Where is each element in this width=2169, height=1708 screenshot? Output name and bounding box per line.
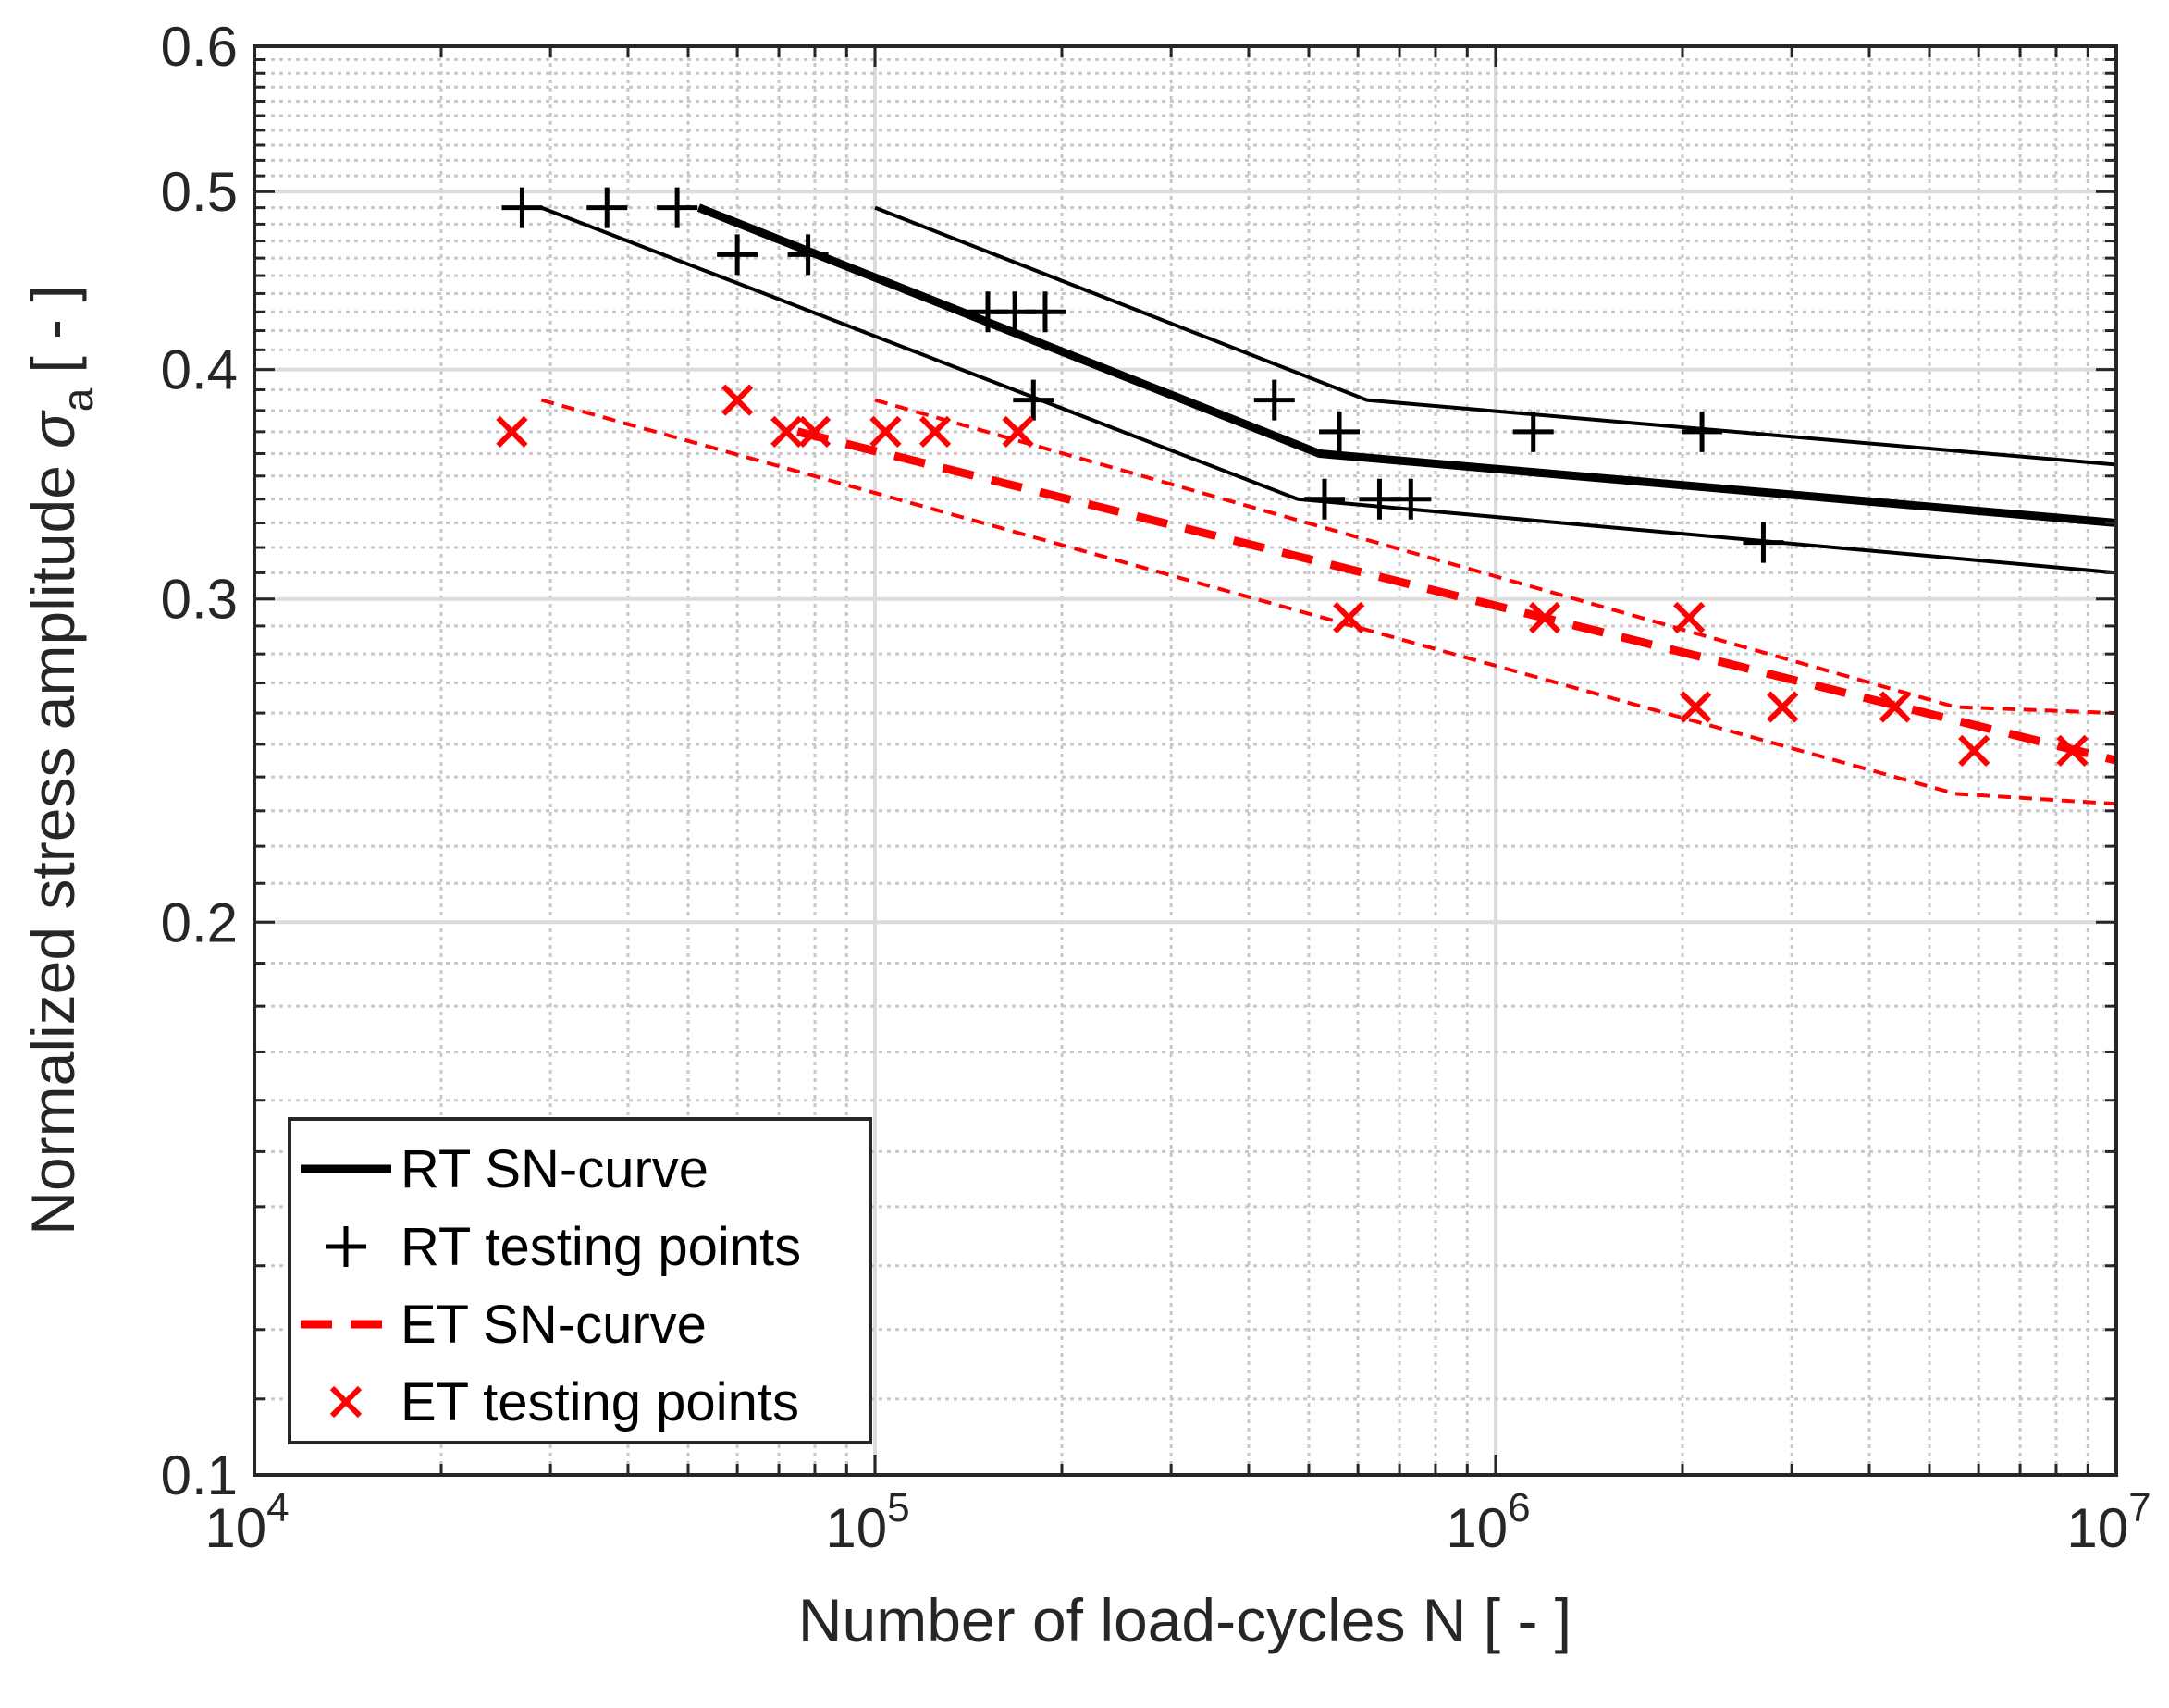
- cross-marker-stroke: [1333, 601, 1365, 634]
- cross-marker-stroke: [1767, 691, 1799, 723]
- et-data-point: [1333, 601, 1365, 634]
- rt-data-point: [657, 187, 698, 228]
- x-tick-base: 10: [204, 1497, 266, 1559]
- y-tick-label: 0.6: [161, 16, 238, 78]
- x-tick-base: 10: [825, 1497, 887, 1559]
- y-tick-label: 0.1: [161, 1444, 238, 1506]
- et-data-point: [1767, 691, 1799, 723]
- rt-data-point: [586, 187, 628, 228]
- series-et-upper-bound: [874, 398, 2117, 716]
- cross-marker-stroke: [1002, 415, 1034, 448]
- rt-data-point: [1682, 411, 1723, 452]
- y-tick-label: 0.5: [161, 161, 238, 223]
- x-tick-exponent: 4: [266, 1485, 289, 1530]
- et-data-point: [1958, 734, 1990, 767]
- cross-marker-stroke: [1673, 601, 1706, 634]
- et-data-point: [1673, 601, 1706, 634]
- legend-label-rt-sn-curve: RT SN-curve: [401, 1139, 709, 1199]
- series-rt-lower-bound: [540, 205, 2117, 575]
- et-data-point: [2056, 734, 2089, 767]
- et-data-point: [496, 415, 528, 448]
- x-tick-label: 107: [2066, 1485, 2151, 1559]
- cross-marker-stroke: [721, 384, 754, 416]
- series-rt-upper-bound: [874, 205, 2117, 467]
- x-tick-exponent: 7: [2128, 1485, 2151, 1530]
- y-tick-label: 0.4: [161, 339, 238, 401]
- cross-marker-stroke: [1680, 691, 1712, 723]
- series-et-lower-bound: [540, 398, 2117, 806]
- x-tick-label: 104: [204, 1485, 289, 1559]
- series-et-testing-points: [496, 384, 2089, 767]
- y-tick-label: 0.2: [161, 891, 238, 953]
- et-data-point: [918, 415, 952, 448]
- cross-marker-stroke: [329, 1385, 363, 1419]
- y-axis-unit: [ - ]: [18, 285, 87, 373]
- x-tick-base: 10: [2066, 1497, 2128, 1559]
- et-upper-bound-line: [874, 398, 2117, 716]
- cross-marker-stroke: [869, 415, 902, 448]
- rt-data-point: [717, 234, 758, 276]
- cross-marker-stroke: [770, 415, 803, 448]
- rt-data-point: [1743, 522, 1784, 563]
- rt-data-point: [1390, 478, 1432, 520]
- et-data-point: [1002, 415, 1034, 448]
- y-axis-label: Normalized stress amplitude σa [ - ]: [18, 285, 102, 1235]
- legend-label-et-testing-points: ET testing points: [401, 1372, 799, 1432]
- grid: [253, 44, 2118, 1477]
- y-tick-label: 0.3: [161, 569, 238, 631]
- series-layer: [496, 187, 2118, 806]
- legend-label-rt-testing-points: RT testing points: [401, 1217, 801, 1277]
- x-axis-label: Number of load-cycles N [ - ]: [798, 1586, 1571, 1654]
- rt-data-point: [1319, 411, 1361, 452]
- y-axis-subscript: a: [54, 387, 102, 412]
- et-data-point: [869, 415, 902, 448]
- rt-data-point: [1024, 291, 1066, 333]
- legend-swatch-et-testing-points: [329, 1385, 363, 1419]
- y-axis-label-text: Normalized stress amplitude: [18, 465, 87, 1235]
- cross-marker-stroke: [918, 415, 952, 448]
- rt-data-point: [501, 187, 543, 228]
- series-et-sn-curve: [796, 427, 2118, 765]
- cross-marker-stroke: [798, 415, 832, 448]
- cross-marker-stroke: [1529, 601, 1561, 634]
- series-rt-testing-points: [501, 187, 1784, 563]
- et-data-point: [1879, 691, 1911, 723]
- y-axis-sigma-symbol: σ: [18, 410, 87, 449]
- rt-upper-bound-line: [874, 205, 2117, 467]
- legend-label-et-sn-curve: ET SN-curve: [401, 1295, 707, 1355]
- rt-data-point: [1303, 478, 1345, 520]
- rt-lower-bound-line: [540, 205, 2117, 575]
- et-data-point: [770, 415, 803, 448]
- x-tick-label: 105: [825, 1485, 909, 1559]
- legend: RT SN-curve RT testing points ET SN-curve E…: [288, 1117, 872, 1444]
- plot-frame: [253, 44, 2118, 1477]
- rt-data-point: [1512, 411, 1554, 452]
- rt-data-point: [1253, 379, 1295, 421]
- rt-data-point: [787, 234, 829, 276]
- rt-data-point: [1013, 379, 1054, 421]
- legend-swatch-rt-testing-points: [326, 1226, 366, 1267]
- x-tick-exponent: 6: [1508, 1485, 1530, 1530]
- et-data-point: [1680, 691, 1712, 723]
- x-tick-exponent: 5: [887, 1485, 909, 1530]
- et-sn-curve-line: [796, 427, 2118, 765]
- cross-marker-stroke: [1879, 691, 1911, 723]
- et-data-point: [798, 415, 832, 448]
- et-data-point: [721, 384, 754, 416]
- et-data-point: [1529, 601, 1561, 634]
- cross-marker-stroke: [1958, 734, 1990, 767]
- series-rt-sn-curve: [696, 203, 2117, 527]
- cross-marker-stroke: [496, 415, 528, 448]
- rt-sn-curve-line: [696, 203, 2117, 527]
- x-tick-label: 106: [1446, 1485, 1530, 1559]
- x-tick-base: 10: [1446, 1497, 1508, 1559]
- cross-marker-stroke: [2056, 734, 2089, 767]
- et-lower-bound-line: [540, 398, 2117, 806]
